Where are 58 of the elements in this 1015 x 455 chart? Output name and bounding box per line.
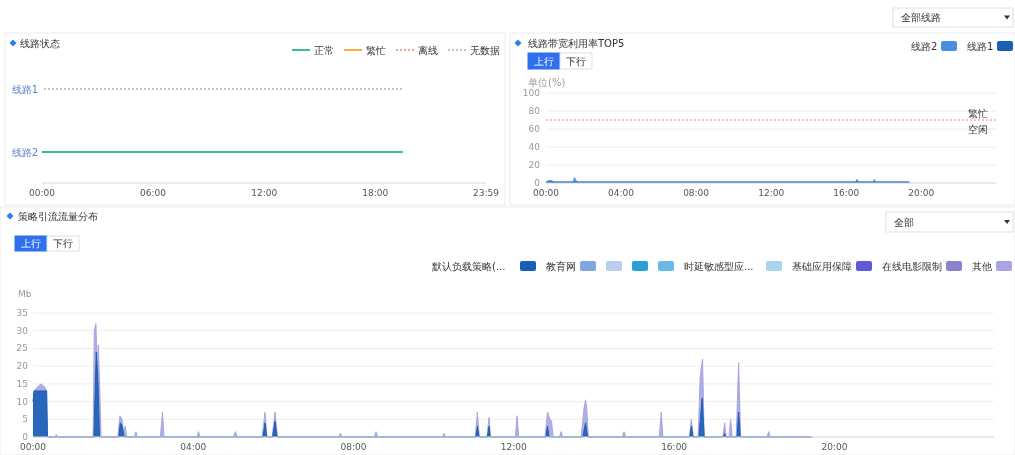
legend-label: 繁忙 [366, 44, 386, 56]
x-tick-label: 08:00 [683, 188, 710, 198]
legend-label: 线路1 [967, 40, 994, 52]
x-tick-label: 12:00 [500, 442, 528, 452]
legend-label: 在线电影限制 [882, 260, 942, 272]
legend-label: 无数据 [470, 44, 500, 56]
y-tick-label: 20 [16, 361, 29, 372]
x-tick-label: 23:59 [473, 188, 500, 198]
chart-title: 线路状态 [20, 38, 60, 49]
x-tick-label: 18:00 [362, 188, 389, 198]
y-tick-label: 0 [22, 432, 29, 442]
legend-label: 教育网 [546, 260, 576, 272]
y-axis-title: Mb [18, 289, 32, 299]
x-tick-label: 00:00 [533, 188, 560, 198]
text: 下行 [53, 238, 73, 249]
text: 全部线路 [901, 12, 941, 23]
x-tick-label: 12:00 [251, 188, 278, 198]
y-tick-label: 线路1 [11, 83, 38, 95]
y-tick-label: 60 [528, 124, 541, 134]
x-tick-label: 04:00 [180, 442, 207, 452]
y-tick-label: 20 [528, 160, 541, 170]
legend-label: 离线 [418, 44, 438, 56]
x-tick-label: 16:00 [661, 442, 688, 452]
y-tick-label: 80 [528, 106, 541, 116]
x-tick-label: 20:00 [908, 188, 935, 198]
y-tick-label: 100 [522, 88, 541, 98]
x-tick-label: 20:00 [821, 442, 848, 452]
chart-title: 线路带宽利用率TOP5 [528, 38, 625, 49]
x-tick-label: 12:00 [758, 188, 785, 198]
y-tick-label: 40 [528, 142, 541, 152]
legend-label: 时延敏感型应... [684, 260, 754, 272]
chart-title: 策略引流流量分布 [18, 211, 98, 222]
x-tick-label: 00:00 [29, 188, 56, 198]
x-tick-label: 16:00 [833, 188, 860, 198]
legend-label: 正常 [314, 44, 334, 56]
legend-label: 默认负载策略(... [431, 260, 506, 272]
legend-label: 线路2 [911, 40, 938, 52]
ref-line-label: 繁忙 [968, 108, 988, 119]
text: 下行 [566, 55, 586, 67]
legend-label: 基础应用保障 [792, 260, 852, 272]
text: 全部 [894, 216, 914, 228]
annotation: 空闲 [968, 124, 988, 135]
y-axis-title: 单位(%) [528, 77, 566, 88]
y-tick-label: 0 [534, 178, 541, 188]
x-tick-label: 00:00 [20, 442, 47, 452]
y-tick-label: 15 [16, 378, 28, 389]
text: 上行 [534, 55, 554, 67]
y-tick-label: 30 [16, 325, 29, 336]
y-tick-label: 5 [22, 414, 28, 425]
y-tick-label: 10 [16, 396, 29, 407]
text: 上行 [21, 238, 41, 249]
y-tick-label: 35 [16, 308, 28, 318]
x-tick-label: 06:00 [140, 188, 167, 198]
x-tick-label: 08:00 [340, 442, 367, 452]
x-tick-label: 04:00 [608, 188, 635, 198]
legend-label: 其他 [972, 260, 992, 272]
y-tick-label: 线路2 [11, 146, 38, 158]
y-tick-label: 25 [16, 343, 28, 354]
